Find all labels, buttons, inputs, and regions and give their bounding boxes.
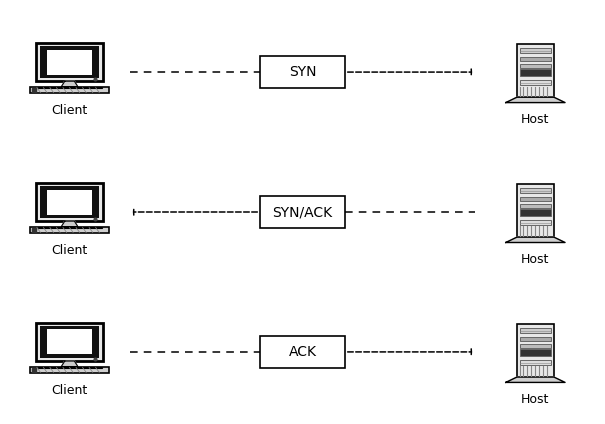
Bar	[47, 50, 93, 75]
Bar	[260, 56, 345, 88]
Bar	[38, 366, 102, 368]
Bar	[520, 80, 551, 86]
Bar	[40, 186, 99, 218]
Bar	[260, 336, 345, 368]
Bar	[40, 46, 99, 78]
Bar	[520, 57, 551, 61]
Bar	[520, 197, 551, 201]
Bar	[260, 196, 345, 228]
Text: Client: Client	[51, 244, 88, 257]
Text: SYN: SYN	[289, 65, 316, 79]
Text: ACK: ACK	[289, 345, 316, 359]
Bar	[520, 48, 551, 53]
Bar	[520, 70, 551, 76]
Bar	[36, 183, 103, 221]
Polygon shape	[506, 97, 565, 103]
Text: Host: Host	[522, 253, 549, 266]
Bar	[520, 349, 551, 356]
Bar	[36, 323, 103, 361]
Bar	[520, 204, 551, 208]
Text: Host: Host	[522, 393, 549, 406]
Bar	[520, 360, 551, 365]
Bar	[38, 86, 102, 88]
Polygon shape	[506, 377, 565, 382]
Polygon shape	[61, 221, 78, 226]
Bar	[520, 328, 551, 333]
Bar	[520, 337, 551, 341]
Bar	[36, 43, 103, 81]
Polygon shape	[506, 237, 565, 243]
Bar	[520, 220, 551, 226]
Bar	[517, 44, 554, 97]
Text: Client: Client	[51, 384, 88, 397]
Bar	[517, 324, 554, 377]
Bar	[520, 188, 551, 193]
Bar	[30, 86, 109, 93]
Polygon shape	[61, 81, 78, 86]
Bar	[40, 326, 99, 358]
Bar	[38, 226, 102, 228]
Bar	[520, 64, 551, 68]
Bar	[517, 184, 554, 237]
Bar	[30, 226, 109, 233]
Bar	[47, 190, 93, 215]
Bar	[30, 366, 109, 373]
Bar	[520, 344, 551, 348]
Polygon shape	[61, 361, 78, 366]
Bar	[47, 329, 93, 354]
Text: Host: Host	[522, 113, 549, 126]
Text: Client: Client	[51, 104, 88, 117]
Bar	[520, 209, 551, 216]
Text: SYN/ACK: SYN/ACK	[272, 205, 333, 219]
